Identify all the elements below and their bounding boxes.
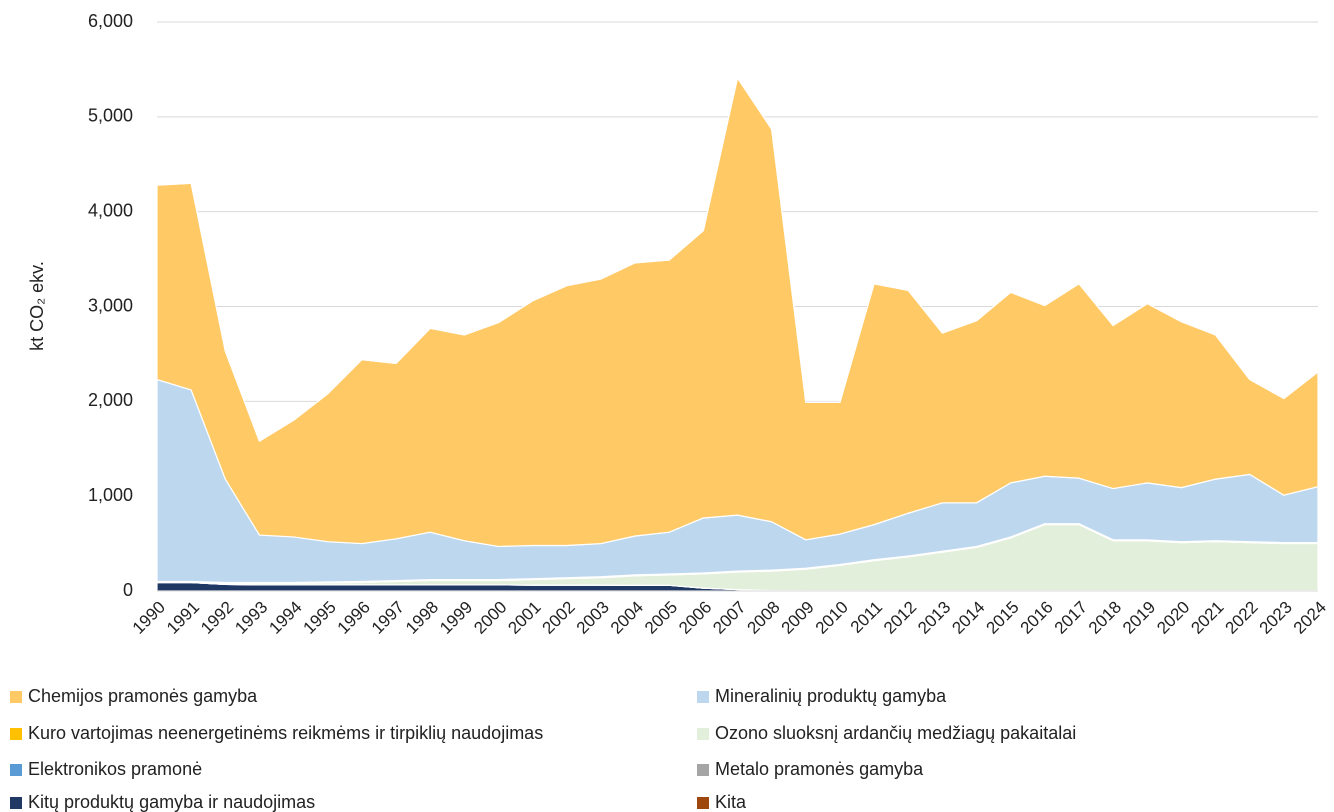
x-tick-label: 2017 [1051,598,1091,638]
area [156,77,1319,548]
x-tick-label: 2002 [539,598,579,638]
x-tick-label: 2012 [880,598,920,638]
x-tick-label: 2006 [675,598,715,638]
x-tick-label: 2014 [948,598,988,638]
y-tick-label: 0 [123,580,133,600]
legend-label: Kitų produktų gamyba ir naudojimas [28,792,315,812]
y-axis-label: kt CO₂ ekv. [27,261,47,351]
x-tick-label: 2009 [778,598,818,638]
x-tick-label: 2020 [1153,598,1193,638]
x-tick-label: 2000 [470,598,510,638]
x-tick-label: 2003 [573,598,613,638]
x-tick-label: 1995 [300,598,340,638]
x-tick-label: 1994 [265,598,305,638]
legend-label: Elektronikos pramonė [28,759,202,779]
x-tick-label: 1991 [163,598,203,638]
x-tick-label: 1992 [197,598,237,638]
y-tick-label: 5,000 [88,106,133,126]
x-tick-label: 2023 [1256,598,1296,638]
legend-swatch [10,764,22,776]
x-tick-label: 2016 [1017,598,1057,638]
x-tick-label: 2019 [1119,598,1159,638]
legend-swatch [697,764,709,776]
legend-swatch [10,691,22,703]
legend-swatch [10,728,22,740]
legend-label: Metalo pramonės gamyba [715,759,924,779]
x-tick-label: 1996 [334,598,374,638]
y-tick-label: 3,000 [88,295,133,315]
x-tick-label: 2010 [812,598,852,638]
legend-label: Ozono sluoksnį ardančių medžiagų pakaita… [715,723,1076,743]
legend-label: Kita [715,792,747,812]
legend-swatch [697,728,709,740]
x-tick-label: 2008 [743,598,783,638]
legend-label: Chemijos pramonės gamyba [28,686,258,706]
x-tick-label: 1997 [368,598,408,638]
legend-label: Kuro vartojimas neenergetinėms reikmėms … [28,723,543,743]
x-tick-label: 1990 [129,598,169,638]
x-tick-label: 2015 [982,598,1022,638]
x-tick-label: 1999 [436,598,476,638]
x-tick-label: 1998 [402,598,442,638]
x-tick-label: 2018 [1085,598,1125,638]
x-tick-label: 2005 [641,598,681,638]
legend-label: Mineralinių produktų gamyba [715,686,947,706]
x-tick-label: 2001 [504,598,544,638]
y-tick-label: 1,000 [88,485,133,505]
legend-swatch [10,797,22,809]
y-tick-label: 6,000 [88,11,133,31]
x-tick-label: 2011 [847,598,886,637]
x-tick-label: 2004 [607,598,647,638]
legend-swatch [697,797,709,809]
legend-swatch [697,691,709,703]
x-tick-label: 1993 [231,598,271,638]
y-tick-label: 4,000 [88,200,133,220]
x-tick-label: 2021 [1187,598,1227,638]
x-tick-label: 2007 [709,598,749,638]
x-tick-label: 2022 [1222,598,1262,638]
area [156,77,1319,442]
y-tick-label: 2,000 [88,390,133,410]
x-tick-label: 2024 [1290,598,1330,638]
x-tick-label: 2013 [914,598,954,638]
